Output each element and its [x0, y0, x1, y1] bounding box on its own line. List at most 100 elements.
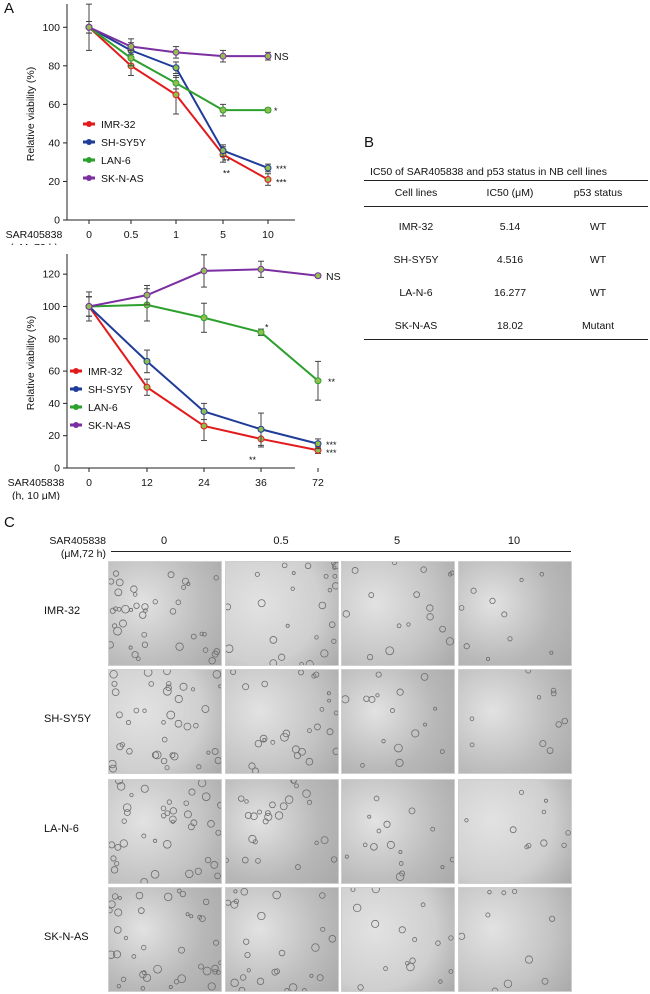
cell-shape — [319, 892, 326, 899]
y-axis-label: Relative viability (%) — [25, 316, 37, 411]
cell-shape — [114, 860, 120, 867]
cell-shape — [406, 962, 415, 972]
cell-shape — [561, 842, 567, 848]
ic50-value: 5.14 — [499, 221, 521, 233]
cell-shape — [328, 935, 337, 943]
cell-shape — [213, 575, 219, 581]
legend-marker-sk-n-as — [86, 175, 92, 181]
cell-shape — [298, 670, 304, 676]
cell-shape — [376, 828, 382, 834]
data-point-imr-32 — [143, 383, 151, 391]
cell-shape — [115, 578, 124, 587]
cell-shape — [210, 861, 219, 869]
cell-shape — [162, 686, 172, 696]
cell-shape — [230, 900, 239, 909]
data-point-sk-n-as — [257, 265, 265, 273]
cell-shape — [426, 604, 434, 612]
cell-shape — [332, 565, 337, 570]
cell-shape — [179, 682, 188, 691]
cell-shape — [218, 960, 221, 965]
cell-shape — [131, 651, 139, 659]
cell-shape — [183, 810, 192, 819]
cell-shape — [394, 743, 403, 753]
cell-shape — [257, 911, 266, 921]
cell-shape — [114, 780, 124, 785]
cell-shape — [153, 964, 162, 974]
cell-shape — [541, 809, 547, 815]
cell-shape — [174, 719, 183, 728]
cell-shape — [306, 799, 313, 805]
cell-shape — [206, 750, 211, 755]
data-point-sk-n-as — [200, 267, 208, 275]
cell-shape — [193, 722, 199, 729]
cell-shape — [375, 671, 382, 678]
cell-shape — [116, 711, 123, 719]
cell-shape — [305, 660, 314, 665]
cell-shape — [342, 695, 350, 704]
cell-shape — [129, 792, 134, 798]
cell-shape — [230, 978, 239, 988]
table-header-rule — [364, 206, 648, 207]
cell-shape — [351, 567, 359, 574]
cell-shape — [261, 680, 268, 688]
cell-shape — [136, 656, 141, 662]
data-point-sh-sy5y — [264, 164, 272, 172]
micrograph-image — [458, 887, 572, 992]
micrograph-image — [341, 887, 455, 992]
cell-shape — [395, 758, 404, 767]
data-point-sk-n-as — [172, 48, 180, 56]
cell-shape — [121, 818, 127, 824]
cell-shape — [119, 619, 127, 628]
cell-shape — [411, 729, 420, 738]
cell-shape — [272, 890, 281, 900]
cell-shape — [269, 636, 278, 644]
cell-shape — [319, 706, 325, 712]
cell-shape — [188, 788, 196, 796]
cell-shape — [114, 588, 123, 597]
cell-shape — [546, 747, 554, 754]
cell-shape — [423, 722, 428, 727]
cell-shape — [141, 631, 148, 638]
cell-shape — [167, 571, 175, 579]
cell-shape — [270, 739, 276, 745]
cell-shape — [120, 976, 127, 983]
micrograph-column-label: 5 — [393, 535, 401, 547]
cell-shape — [239, 974, 247, 981]
cell-shape — [212, 670, 221, 679]
cell-shape — [252, 839, 258, 845]
cell-shape — [230, 670, 237, 675]
micrograph-row-label: LA-N-6 — [44, 823, 79, 835]
cell-shape — [152, 750, 162, 760]
y-tick-label: 120 — [42, 269, 60, 281]
significance-label: NS — [326, 271, 341, 283]
cell-shape — [244, 799, 249, 804]
cell-shape — [197, 914, 203, 920]
cell-shape — [314, 635, 319, 640]
cell-shape — [199, 915, 206, 923]
cell-shape — [448, 935, 454, 941]
cell-shape — [344, 854, 349, 859]
cell-shape — [331, 638, 337, 644]
data-point-sk-n-as — [314, 272, 322, 280]
ic50-table: IC50 of SAR405838 and p53 status in NB c… — [364, 156, 648, 340]
x-tick-label: 5 — [220, 229, 226, 241]
legend-label-lan-6: LAN-6 — [101, 155, 131, 167]
cell-shape — [383, 966, 388, 971]
cell-shape — [123, 935, 129, 941]
cell-shape — [166, 799, 173, 805]
cell-shape — [264, 810, 271, 816]
cell-shape — [226, 857, 229, 864]
cell-shape — [190, 633, 197, 640]
cell-shape — [367, 814, 372, 819]
cell-shape — [445, 637, 454, 646]
cell-shape — [246, 968, 251, 973]
cell-shape — [116, 983, 122, 989]
cell-shape — [519, 577, 524, 583]
cell-shape — [169, 815, 177, 824]
cell-shape — [123, 809, 131, 816]
cell-shape — [141, 641, 149, 648]
x-tick-label: 0.5 — [124, 229, 139, 241]
cell-shape — [111, 688, 120, 697]
cell-shape — [170, 752, 179, 761]
data-point-imr-32 — [264, 176, 272, 184]
